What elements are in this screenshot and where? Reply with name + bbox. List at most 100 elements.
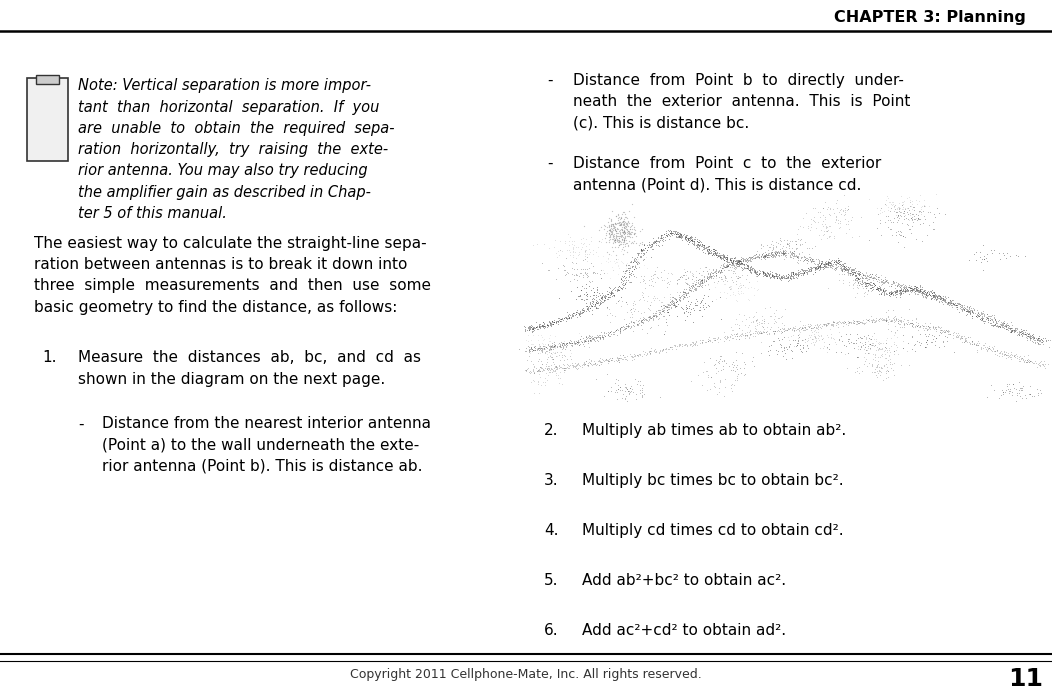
Point [986, 313, 1003, 324]
Point [539, 319, 555, 330]
Point [803, 219, 820, 230]
Point [886, 357, 903, 369]
Point [754, 268, 771, 279]
Point [1009, 326, 1026, 337]
Point [831, 260, 848, 271]
Point [903, 285, 919, 296]
Point [614, 219, 631, 230]
Point [529, 321, 546, 332]
Point [736, 328, 753, 339]
Point [646, 236, 663, 247]
Point [574, 269, 591, 280]
Point [567, 269, 584, 280]
Point [952, 302, 969, 313]
Point [673, 228, 690, 239]
Point [655, 311, 672, 322]
Point [616, 386, 633, 397]
Point [917, 323, 934, 334]
Point [1003, 326, 1019, 337]
Point [845, 263, 862, 274]
Point [525, 325, 542, 336]
Point [607, 225, 624, 236]
Point [534, 319, 551, 330]
Point [576, 336, 593, 347]
Point [923, 292, 939, 303]
Point [525, 323, 542, 335]
Point [553, 344, 570, 355]
Point [836, 260, 853, 271]
Point [873, 343, 890, 354]
Point [857, 268, 874, 279]
Point [722, 328, 739, 339]
Point [671, 231, 688, 242]
Point [665, 298, 682, 309]
Point [801, 320, 817, 331]
Point [622, 221, 639, 232]
Point [612, 212, 629, 223]
Point [869, 281, 886, 292]
Point [706, 378, 723, 389]
Point [616, 265, 633, 276]
Point [531, 365, 548, 376]
Point [841, 279, 857, 290]
Point [659, 277, 675, 288]
Point [729, 271, 746, 282]
Point [646, 344, 663, 355]
Point [563, 311, 580, 322]
Point [861, 278, 877, 289]
Point [830, 255, 847, 266]
Point [862, 280, 878, 291]
Point [907, 283, 924, 294]
Point [831, 255, 848, 266]
Point [820, 257, 836, 268]
Point [655, 305, 672, 316]
Point [954, 304, 971, 315]
Point [619, 226, 635, 237]
Point [695, 239, 712, 250]
Point [970, 310, 987, 321]
Point [843, 268, 859, 279]
Point [877, 284, 894, 295]
Point [800, 255, 816, 266]
Point [677, 303, 694, 314]
Point [574, 307, 591, 318]
Point [970, 340, 987, 351]
Point [767, 249, 784, 260]
Point [683, 231, 700, 242]
Point [936, 296, 953, 307]
Point [820, 262, 836, 273]
Point [775, 324, 792, 335]
Point [782, 251, 798, 262]
Point [862, 278, 878, 289]
Point [788, 251, 805, 262]
Point [700, 274, 716, 285]
Point [972, 341, 989, 353]
Point [785, 329, 802, 340]
Point [676, 231, 693, 242]
Point [613, 273, 630, 285]
Point [875, 314, 892, 325]
Point [730, 258, 747, 269]
Point [948, 327, 965, 338]
Point [603, 227, 620, 238]
Point [894, 286, 911, 297]
Point [998, 347, 1015, 358]
Point [969, 344, 986, 355]
Point [894, 230, 911, 242]
Point [568, 268, 585, 279]
Point [836, 264, 853, 275]
Point [756, 251, 773, 262]
Point [863, 271, 879, 282]
Point [893, 283, 910, 294]
Point [625, 254, 642, 265]
Point [697, 301, 714, 312]
Point [806, 321, 823, 332]
Point [894, 198, 911, 210]
Point [600, 329, 616, 340]
Point [871, 271, 888, 282]
Point [1028, 336, 1045, 347]
Point [522, 365, 539, 376]
Point [704, 270, 721, 281]
Point [971, 251, 988, 262]
Point [788, 251, 805, 262]
